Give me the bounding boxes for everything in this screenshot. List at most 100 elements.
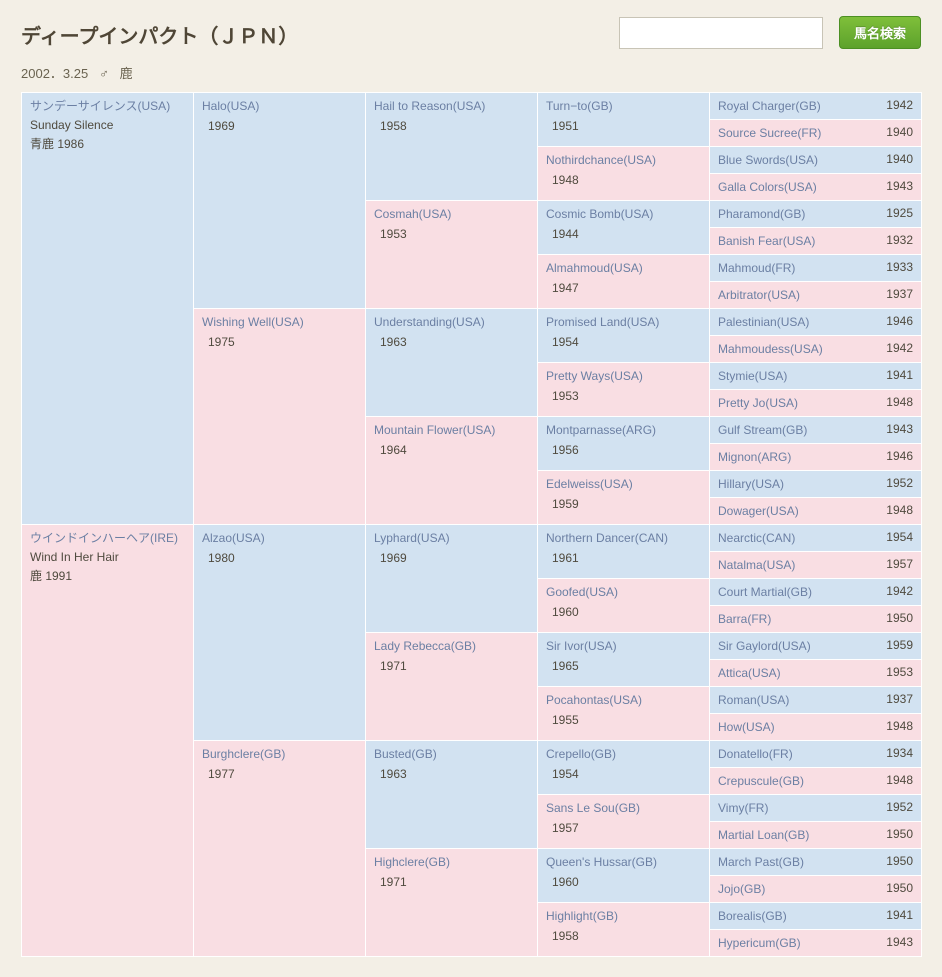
horse-link[interactable]: Understanding(USA) <box>374 313 531 331</box>
horse-link[interactable]: Nothirdchance(USA) <box>546 151 703 169</box>
birth-date: 2002．3.25 <box>21 66 88 81</box>
search-area: 馬名検索 <box>619 16 921 49</box>
horse-link[interactable]: Goofed(USA) <box>546 583 703 601</box>
gen5-cell: Royal Charger(GB)1942 <box>710 93 922 120</box>
horse-link[interactable]: Edelweiss(USA) <box>546 475 703 493</box>
horse-link[interactable]: Crepuscule(GB) <box>718 774 804 788</box>
horse-link[interactable]: Galla Colors(USA) <box>718 180 817 194</box>
gen5-cell: Crepuscule(GB)1948 <box>710 768 922 795</box>
horse-link[interactable]: Wishing Well(USA) <box>202 313 359 331</box>
horse-link[interactable]: Royal Charger(GB) <box>718 99 821 113</box>
horse-link[interactable]: Hypericum(GB) <box>718 936 801 950</box>
horse-link[interactable]: Sans Le Sou(GB) <box>546 799 703 817</box>
gen5-cell: Banish Fear(USA)1932 <box>710 228 922 255</box>
horse-link[interactable]: March Past(GB) <box>718 855 804 869</box>
horse-link[interactable]: Banish Fear(USA) <box>718 234 815 248</box>
horse-link[interactable]: Queen's Hussar(GB) <box>546 853 703 871</box>
horse-link[interactable]: Crepello(GB) <box>546 745 703 763</box>
horse-link[interactable]: Court Martial(GB) <box>718 585 812 599</box>
horse-link[interactable]: ウインドインハーヘア(IRE) <box>30 529 187 547</box>
gen5-cell: Vimy(FR)1952 <box>710 795 922 822</box>
horse-link[interactable]: Stymie(USA) <box>718 369 787 383</box>
horse-year: 1960 <box>546 603 703 621</box>
horse-year: 1948 <box>886 717 913 735</box>
gen2-cell: Wishing Well(USA)1975 <box>194 309 366 525</box>
horse-link[interactable]: Halo(USA) <box>202 97 359 115</box>
horse-link[interactable]: How(USA) <box>718 720 775 734</box>
gen5-cell: Dowager(USA)1948 <box>710 498 922 525</box>
horse-link[interactable]: Source Sucree(FR) <box>718 126 821 140</box>
horse-link[interactable]: Alzao(USA) <box>202 529 359 547</box>
gen4-cell: Almahmoud(USA)1947 <box>538 255 710 309</box>
horse-year: 1959 <box>546 495 703 513</box>
horse-link[interactable]: Burghclere(GB) <box>202 745 359 763</box>
horse-link[interactable]: Hillary(USA) <box>718 477 784 491</box>
horse-year: 1951 <box>546 117 703 135</box>
horse-link[interactable]: Nearctic(CAN) <box>718 531 795 545</box>
horse-link[interactable]: Arbitrator(USA) <box>718 288 800 302</box>
horse-link[interactable]: Mountain Flower(USA) <box>374 421 531 439</box>
horse-link[interactable]: Gulf Stream(GB) <box>718 423 807 437</box>
horse-link[interactable]: Hail to Reason(USA) <box>374 97 531 115</box>
horse-link[interactable]: Pretty Jo(USA) <box>718 396 798 410</box>
gen5-cell: Source Sucree(FR)1940 <box>710 120 922 147</box>
horse-coat-year: 青鹿 1986 <box>30 135 187 153</box>
horse-link[interactable]: Busted(GB) <box>374 745 531 763</box>
horse-year: 1948 <box>546 171 703 189</box>
horse-year: 1956 <box>546 441 703 459</box>
horse-link[interactable]: Blue Swords(USA) <box>718 153 818 167</box>
horse-link[interactable]: Mahmoud(FR) <box>718 261 795 275</box>
horse-link[interactable]: Natalma(USA) <box>718 558 795 572</box>
horse-year: 1943 <box>886 420 913 438</box>
gen3-cell: Hail to Reason(USA) 1958 <box>366 93 538 201</box>
gen5-cell: Hillary(USA) 1952 <box>710 471 922 498</box>
horse-link[interactable]: Borealis(GB) <box>718 909 787 923</box>
gen5-cell: Donatello(FR) 1934 <box>710 741 922 768</box>
horse-link[interactable]: Martial Loan(GB) <box>718 828 809 842</box>
horse-link[interactable]: Donatello(FR) <box>718 747 793 761</box>
search-button[interactable]: 馬名検索 <box>839 16 921 49</box>
horse-link[interactable]: Almahmoud(USA) <box>546 259 703 277</box>
horse-link[interactable]: Promised Land(USA) <box>546 313 703 331</box>
horse-link[interactable]: Pretty Ways(USA) <box>546 367 703 385</box>
horse-year: 1957 <box>546 819 703 837</box>
horse-link[interactable]: Sir Ivor(USA) <box>546 637 703 655</box>
horse-link[interactable]: Dowager(USA) <box>718 504 799 518</box>
horse-year: 1958 <box>374 117 531 135</box>
horse-link[interactable]: Lyphard(USA) <box>374 529 531 547</box>
horse-year: 1934 <box>886 744 913 762</box>
horse-alt-name: Wind In Her Hair <box>30 548 187 566</box>
horse-link[interactable]: Northern Dancer(CAN) <box>546 529 703 547</box>
horse-link[interactable]: Sir Gaylord(USA) <box>718 639 811 653</box>
horse-link[interactable]: Cosmah(USA) <box>374 205 531 223</box>
horse-link[interactable]: Lady Rebecca(GB) <box>374 637 531 655</box>
horse-link[interactable]: Cosmic Bomb(USA) <box>546 205 703 223</box>
horse-link[interactable]: Attica(USA) <box>718 666 781 680</box>
gen5-cell: Pharamond(GB)1925 <box>710 201 922 228</box>
horse-link[interactable]: Mignon(ARG) <box>718 450 791 464</box>
horse-link[interactable]: Highlight(GB) <box>546 907 703 925</box>
gen3-cell: Cosmah(USA)1953 <box>366 201 538 309</box>
gen5-cell: Stymie(USA)1941 <box>710 363 922 390</box>
horse-link[interactable]: Jojo(GB) <box>718 882 765 896</box>
horse-link[interactable]: Pharamond(GB) <box>718 207 805 221</box>
horse-link[interactable]: Pocahontas(USA) <box>546 691 703 709</box>
horse-year: 1954 <box>546 333 703 351</box>
gen4-cell: Crepello(GB)1954 <box>538 741 710 795</box>
horse-link[interactable]: Barra(FR) <box>718 612 771 626</box>
horse-link[interactable]: サンデーサイレンス(USA) <box>30 97 187 115</box>
horse-link[interactable]: Highclere(GB) <box>374 853 531 871</box>
horse-link[interactable]: Palestinian(USA) <box>718 315 809 329</box>
search-input[interactable] <box>619 17 823 49</box>
gen5-cell: Mahmoud(FR)1933 <box>710 255 922 282</box>
horse-link[interactable]: Mahmoudess(USA) <box>718 342 823 356</box>
horse-year: 1952 <box>886 474 913 492</box>
horse-link[interactable]: Turn−to(GB) <box>546 97 703 115</box>
horse-link[interactable]: Montparnasse(ARG) <box>546 421 703 439</box>
horse-link[interactable]: Roman(USA) <box>718 693 789 707</box>
horse-link[interactable]: Vimy(FR) <box>718 801 768 815</box>
horse-year: 1961 <box>546 549 703 567</box>
horse-year: 1942 <box>886 582 913 600</box>
horse-year: 1943 <box>886 177 913 195</box>
horse-year: 1950 <box>886 879 913 897</box>
